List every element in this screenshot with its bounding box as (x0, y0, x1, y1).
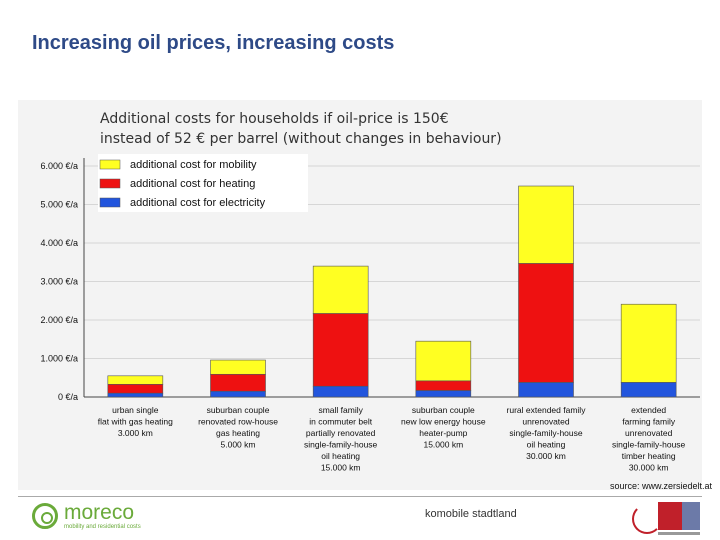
legend-box (98, 154, 308, 212)
y-tick-label: 3.000 €/a (40, 277, 78, 287)
legend-label: additional cost for heating (130, 178, 255, 190)
legend-swatch (99, 159, 121, 170)
x-category-label: 30.000 km (629, 463, 669, 473)
x-category-label: timber heating (622, 451, 676, 461)
bar-segment (210, 390, 266, 398)
x-category-label: oil heating (321, 451, 360, 461)
bar-segment (620, 382, 677, 398)
moreco-logo: moreco mobility and residential costs (32, 501, 152, 535)
x-category-label: single-family-house (304, 440, 377, 450)
bar-segment (210, 359, 266, 375)
bar-segment (415, 340, 472, 382)
bar-segment (620, 303, 677, 383)
bar-segment (518, 185, 574, 264)
bar-segment (312, 385, 369, 398)
partner-logo-red-block (658, 502, 682, 530)
moreco-logo-text: moreco (64, 501, 135, 524)
legend-label: additional cost for electricity (130, 197, 266, 209)
chart-title-line-2: instead of 52 € per barrel (without chan… (100, 131, 502, 147)
x-category-label: suburban couple (207, 405, 270, 415)
bar-segment (312, 313, 369, 387)
x-category-label: new low energy house (401, 417, 486, 427)
y-tick-label: 2.000 €/a (40, 315, 78, 325)
x-category-label: extended (631, 405, 666, 415)
x-category-label: rural extended family (507, 405, 587, 415)
legend-label: additional cost for mobility (130, 159, 257, 171)
x-category-label: oil heating (527, 440, 566, 450)
bar-segment (107, 375, 164, 385)
bar-segment (415, 380, 472, 391)
page-title: Increasing oil prices, increasing costs (32, 32, 395, 54)
partner-logo-strip (658, 532, 700, 535)
x-category-label: 15.000 km (321, 463, 361, 473)
footer-center-text: komobile stadtland (425, 508, 517, 520)
y-tick-label: 4.000 €/a (40, 238, 78, 248)
x-category-label: flat with gas heating (98, 417, 173, 427)
x-category-label: 15.000 km (423, 440, 463, 450)
bar-segment (415, 390, 472, 398)
bar-segment (518, 263, 574, 383)
x-category-label: gas heating (216, 428, 260, 438)
y-tick-label: 1.000 €/a (40, 354, 78, 364)
bar-segment (107, 383, 164, 394)
source-note: source: www.zersiedelt.at (609, 481, 712, 491)
x-category-label: 3.000 km (118, 428, 153, 438)
x-category-label: single-family-house (612, 440, 685, 450)
bar-segment (210, 373, 266, 392)
x-category-label: 5.000 km (221, 440, 256, 450)
legend-swatch (99, 178, 121, 189)
bar-segment (312, 265, 369, 314)
moreco-logo-tagline: mobility and residential costs (64, 524, 141, 530)
x-category-label: unrenovated (625, 428, 673, 438)
partner-logo-blue-block (682, 502, 700, 530)
footer-divider (18, 496, 702, 497)
x-category-label: partially renovated (306, 428, 376, 438)
x-category-label: small family (318, 405, 363, 415)
x-category-label: renovated row-house (198, 417, 278, 427)
x-category-label: urban single (112, 405, 159, 415)
partner-logo (632, 500, 702, 538)
chart-title: Additional costs for households if oil-p… (100, 109, 660, 149)
x-category-label: heater-pump (419, 428, 467, 438)
x-category-label: suburban couple (412, 405, 475, 415)
bar-segment (107, 392, 164, 398)
y-tick-label: 5.000 €/a (40, 200, 78, 210)
chart-title-line-1: Additional costs for households if oil-p… (100, 111, 449, 127)
x-category-label: in commuter belt (309, 417, 372, 427)
y-tick-label: 6.000 €/a (40, 161, 78, 171)
x-category-label: single-family-house (509, 428, 582, 438)
partner-logo-swoosh (632, 504, 662, 534)
bar-segment (518, 382, 574, 398)
x-category-label: unrenovated (522, 417, 570, 427)
x-category-label: 30.000 km (526, 451, 566, 461)
moreco-logo-icon (32, 503, 58, 529)
legend-swatch (99, 197, 121, 208)
x-category-label: farming family (622, 417, 676, 427)
y-tick-label: 0 €/a (58, 392, 78, 402)
